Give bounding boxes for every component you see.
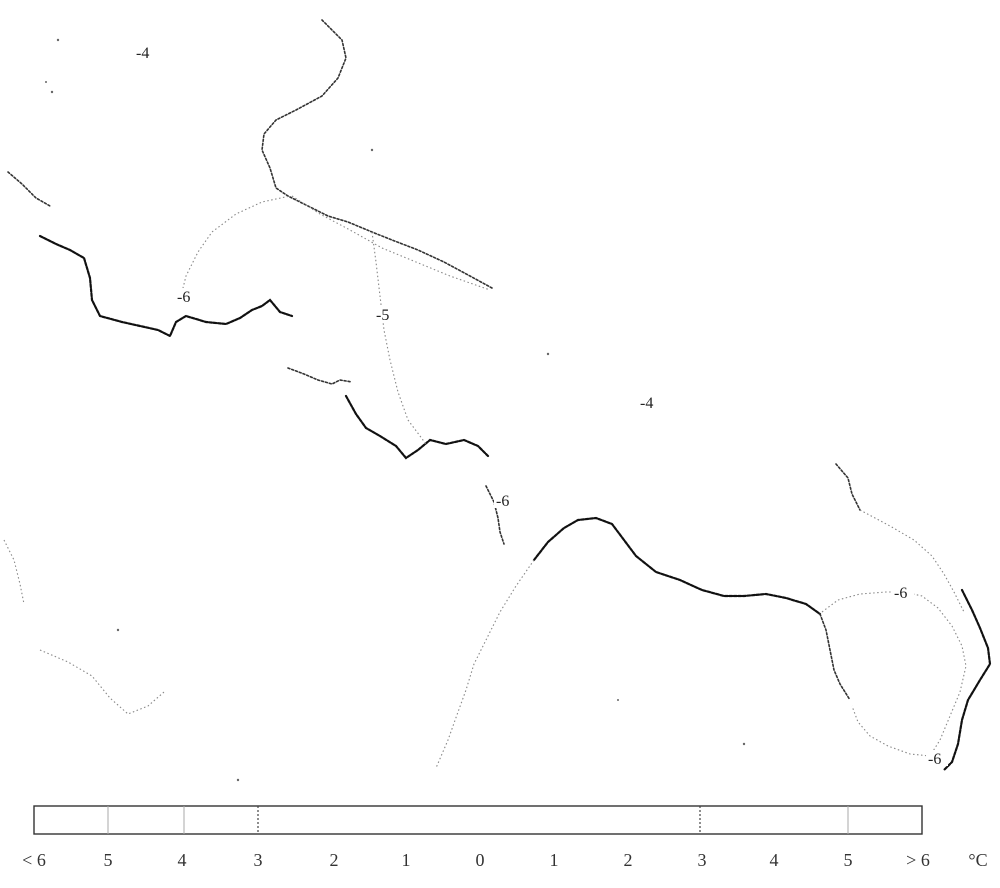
legend-tick: 5 <box>844 850 853 870</box>
svg-text:-6: -6 <box>496 493 509 510</box>
isoline-west-vertical <box>371 231 427 445</box>
legend-tick: 0 <box>476 850 485 870</box>
contour-label-center: -4 <box>640 395 653 412</box>
coastline-inlet <box>344 394 490 460</box>
legend-tick: < 6 <box>22 850 46 870</box>
legend-tick: 2 <box>330 850 339 870</box>
coastline-gulf <box>287 367 353 385</box>
map-speck <box>742 742 746 746</box>
map-speck <box>45 81 47 83</box>
coastline-south-bay <box>819 613 851 701</box>
isoline-west-lower <box>39 649 165 715</box>
map-speck <box>546 352 550 356</box>
isoline-east-arc <box>859 509 965 613</box>
map-speck <box>116 628 120 632</box>
map-speck <box>56 38 60 42</box>
coastline-south-central <box>532 516 822 616</box>
svg-text:-4: -4 <box>136 45 149 62</box>
isoline-west-edge <box>3 539 25 605</box>
legend-tick: 2 <box>624 850 633 870</box>
coastline-east <box>835 463 861 511</box>
coastline-west <box>38 234 294 338</box>
svg-text:-6: -6 <box>928 751 941 768</box>
contour-label-se: -6 <box>926 750 948 768</box>
map-speck <box>236 778 240 782</box>
coastline-north <box>261 19 493 289</box>
legend-tick: 1 <box>402 850 411 870</box>
coastline-northwest <box>7 171 51 207</box>
contour-label-mid: -6 <box>494 492 516 510</box>
svg-text:-6: -6 <box>894 585 907 602</box>
isoline-west-loop <box>179 195 291 301</box>
svg-text:-6: -6 <box>177 289 190 306</box>
contour-label-w2: -5 <box>374 306 396 324</box>
contour-label-east: -6 <box>892 584 914 602</box>
svg-text:-4: -4 <box>640 395 653 412</box>
map-speck <box>617 699 619 701</box>
legend-tick: 3 <box>254 850 263 870</box>
legend-tick: 3 <box>698 850 707 870</box>
isoline-south <box>435 559 535 769</box>
legend-tick: > 6 <box>906 850 930 870</box>
svg-text:-5: -5 <box>376 307 389 324</box>
contour-label-nw: -4 <box>136 45 149 62</box>
isoline-center-diag <box>291 195 491 291</box>
legend-tick: 4 <box>178 850 187 870</box>
map-speck <box>50 90 54 94</box>
contour-label-w1: -6 <box>176 288 196 306</box>
coastline-southeast <box>942 588 992 772</box>
legend-tick: 5 <box>104 850 113 870</box>
legend-tick: 4 <box>770 850 779 870</box>
map-speck <box>370 148 374 152</box>
isoline-southeast-loop <box>821 591 967 757</box>
coastline-southwest-island <box>485 485 505 545</box>
legend-unit: °C <box>968 850 987 870</box>
legend-tick-labels: < 6 5 4 3 2 1 0 1 2 3 4 5 > 6 °C <box>22 850 987 870</box>
legend-tick: 1 <box>550 850 559 870</box>
legend-colorbar <box>33 805 923 835</box>
